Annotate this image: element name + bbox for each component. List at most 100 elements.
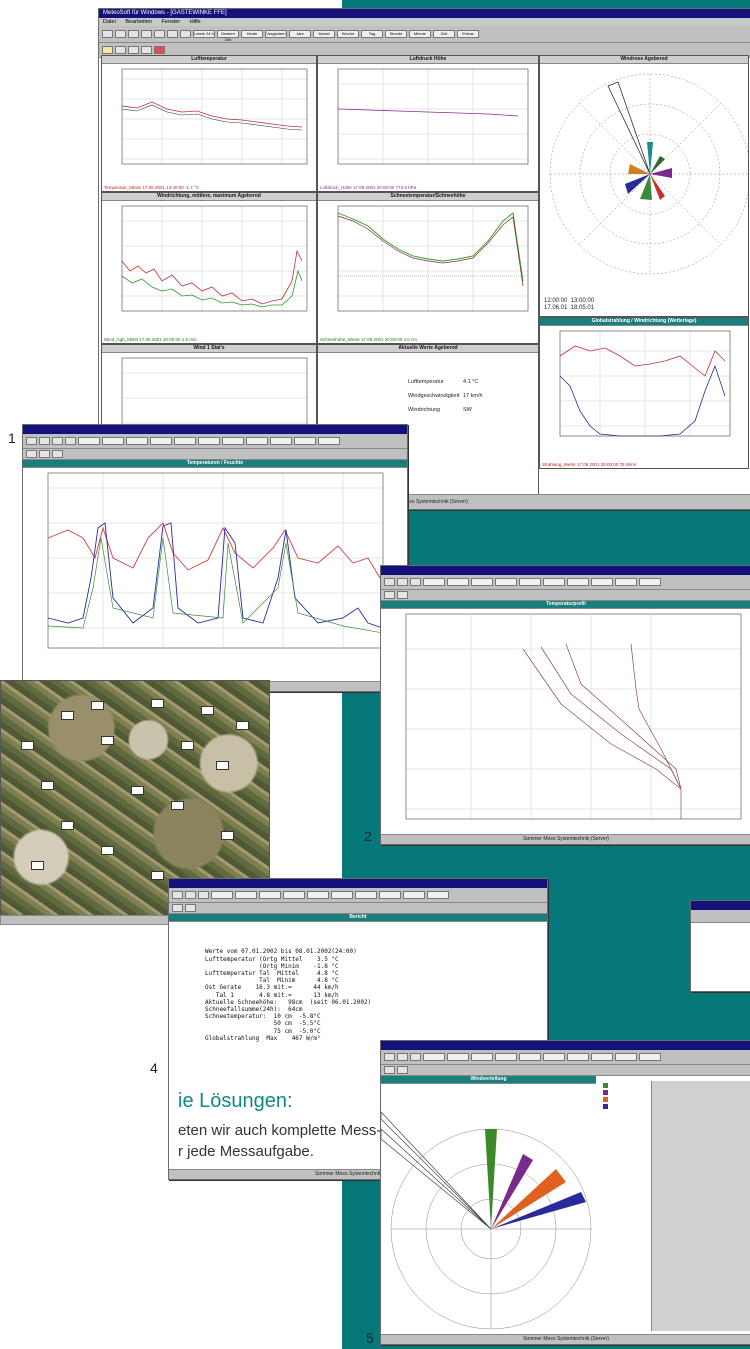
wind-icon[interactable] xyxy=(128,46,139,54)
tab-letzte-24h[interactable]: Letzte 24 h xyxy=(193,30,215,38)
save-icon[interactable] xyxy=(397,1053,408,1061)
grid-icon[interactable] xyxy=(397,1066,408,1074)
tab-button[interactable] xyxy=(78,437,100,445)
tab-button[interactable] xyxy=(639,578,661,586)
chart-icon[interactable] xyxy=(141,30,152,38)
tab-button[interactable] xyxy=(591,1053,613,1061)
tab-button[interactable] xyxy=(126,437,148,445)
station-marker[interactable] xyxy=(101,736,114,745)
tab-button[interactable] xyxy=(222,437,244,445)
save-icon[interactable] xyxy=(185,891,196,899)
graph-icon[interactable] xyxy=(172,904,183,912)
station-marker[interactable] xyxy=(151,871,164,880)
grid-icon[interactable] xyxy=(185,904,196,912)
tab-button[interactable] xyxy=(318,437,340,445)
tab-button[interactable] xyxy=(615,1053,637,1061)
tab-heute[interactable]: Heute xyxy=(241,30,263,38)
station-marker[interactable] xyxy=(41,781,54,790)
print-icon[interactable] xyxy=(52,437,63,445)
grid-icon[interactable] xyxy=(115,46,126,54)
station-marker[interactable] xyxy=(61,821,74,830)
tab-button[interactable] xyxy=(331,891,353,899)
graph-icon[interactable] xyxy=(384,591,395,599)
tab-button[interactable] xyxy=(495,578,517,586)
tab-button[interactable] xyxy=(567,1053,589,1061)
tab-stunde[interactable]: Stunde xyxy=(385,30,407,38)
graph-icon[interactable] xyxy=(102,46,113,54)
tab-button[interactable] xyxy=(423,1053,445,1061)
tab-button[interactable] xyxy=(403,891,425,899)
help-icon[interactable] xyxy=(180,30,191,38)
station-marker[interactable] xyxy=(201,706,214,715)
station-marker[interactable] xyxy=(236,721,249,730)
station-marker[interactable] xyxy=(131,786,144,795)
tab-button[interactable] xyxy=(174,437,196,445)
tab-minute[interactable]: Minute xyxy=(409,30,431,38)
tab-button[interactable] xyxy=(427,891,449,899)
tab-button[interactable] xyxy=(211,891,233,899)
grid-icon[interactable] xyxy=(39,450,50,458)
menu-bearbeiten[interactable]: Bearbeiten xyxy=(125,19,152,25)
tab-button[interactable] xyxy=(639,1053,661,1061)
open-icon[interactable] xyxy=(102,30,113,38)
print-icon[interactable] xyxy=(198,891,209,899)
tab-button[interactable] xyxy=(150,437,172,445)
zoom-icon[interactable] xyxy=(167,30,178,38)
open-icon[interactable] xyxy=(172,891,183,899)
save-icon[interactable] xyxy=(115,30,126,38)
print-icon[interactable] xyxy=(410,578,421,586)
tab-button[interactable] xyxy=(235,891,257,899)
tab-gestern[interactable]: Gestern 24h xyxy=(217,30,239,42)
station-marker[interactable] xyxy=(91,701,104,710)
save-icon[interactable] xyxy=(397,578,408,586)
grid-icon[interactable] xyxy=(397,591,408,599)
tab-button[interactable] xyxy=(519,1053,541,1061)
tab-button[interactable] xyxy=(519,578,541,586)
graph-icon[interactable] xyxy=(26,450,37,458)
tab-button[interactable] xyxy=(615,578,637,586)
tab-vorgestern[interactable]: Vorgestern xyxy=(265,30,287,38)
station-marker[interactable] xyxy=(101,846,114,855)
open-icon[interactable] xyxy=(384,1053,395,1061)
station-marker[interactable] xyxy=(151,699,164,708)
tab-button[interactable] xyxy=(259,891,281,899)
station-marker[interactable] xyxy=(61,711,74,720)
tab-button[interactable] xyxy=(567,578,589,586)
tab-button[interactable] xyxy=(591,578,613,586)
tab-button[interactable] xyxy=(198,437,220,445)
tab-button[interactable] xyxy=(283,891,305,899)
station-marker[interactable] xyxy=(21,741,34,750)
tab-button[interactable] xyxy=(270,437,292,445)
station-marker[interactable] xyxy=(181,741,194,750)
print-icon[interactable] xyxy=(128,30,139,38)
tab-button[interactable] xyxy=(495,1053,517,1061)
station-marker[interactable] xyxy=(216,761,229,770)
tab-button[interactable] xyxy=(543,578,565,586)
wind-icon[interactable] xyxy=(52,450,63,458)
tab-monat[interactable]: Monat xyxy=(313,30,335,38)
tab-button[interactable] xyxy=(102,437,124,445)
menu-datei[interactable]: Datei xyxy=(103,19,116,25)
tab-jahr[interactable]: Jahr xyxy=(289,30,311,38)
tab-button[interactable] xyxy=(379,891,401,899)
table-icon[interactable] xyxy=(154,30,165,38)
window-icon[interactable] xyxy=(141,46,152,54)
station-marker[interactable] xyxy=(171,801,184,810)
tab-button[interactable] xyxy=(294,437,316,445)
tab-button[interactable] xyxy=(447,1053,469,1061)
save-icon[interactable] xyxy=(39,437,50,445)
tab-button[interactable] xyxy=(246,437,268,445)
print-icon[interactable] xyxy=(410,1053,421,1061)
tab-button[interactable] xyxy=(355,891,377,899)
tab-button[interactable] xyxy=(471,578,493,586)
tab-button[interactable] xyxy=(423,578,445,586)
tab-tag[interactable]: Tag xyxy=(361,30,383,38)
chart-icon[interactable] xyxy=(65,437,76,445)
graph-icon[interactable] xyxy=(384,1066,395,1074)
tab-button[interactable] xyxy=(307,891,329,899)
station-marker[interactable] xyxy=(221,831,234,840)
station-marker[interactable] xyxy=(31,861,44,870)
alarm-icon[interactable] xyxy=(154,46,165,54)
menu-fenster[interactable]: Fenster xyxy=(161,19,181,25)
menu-hilfe[interactable]: Hilfe xyxy=(189,19,201,25)
